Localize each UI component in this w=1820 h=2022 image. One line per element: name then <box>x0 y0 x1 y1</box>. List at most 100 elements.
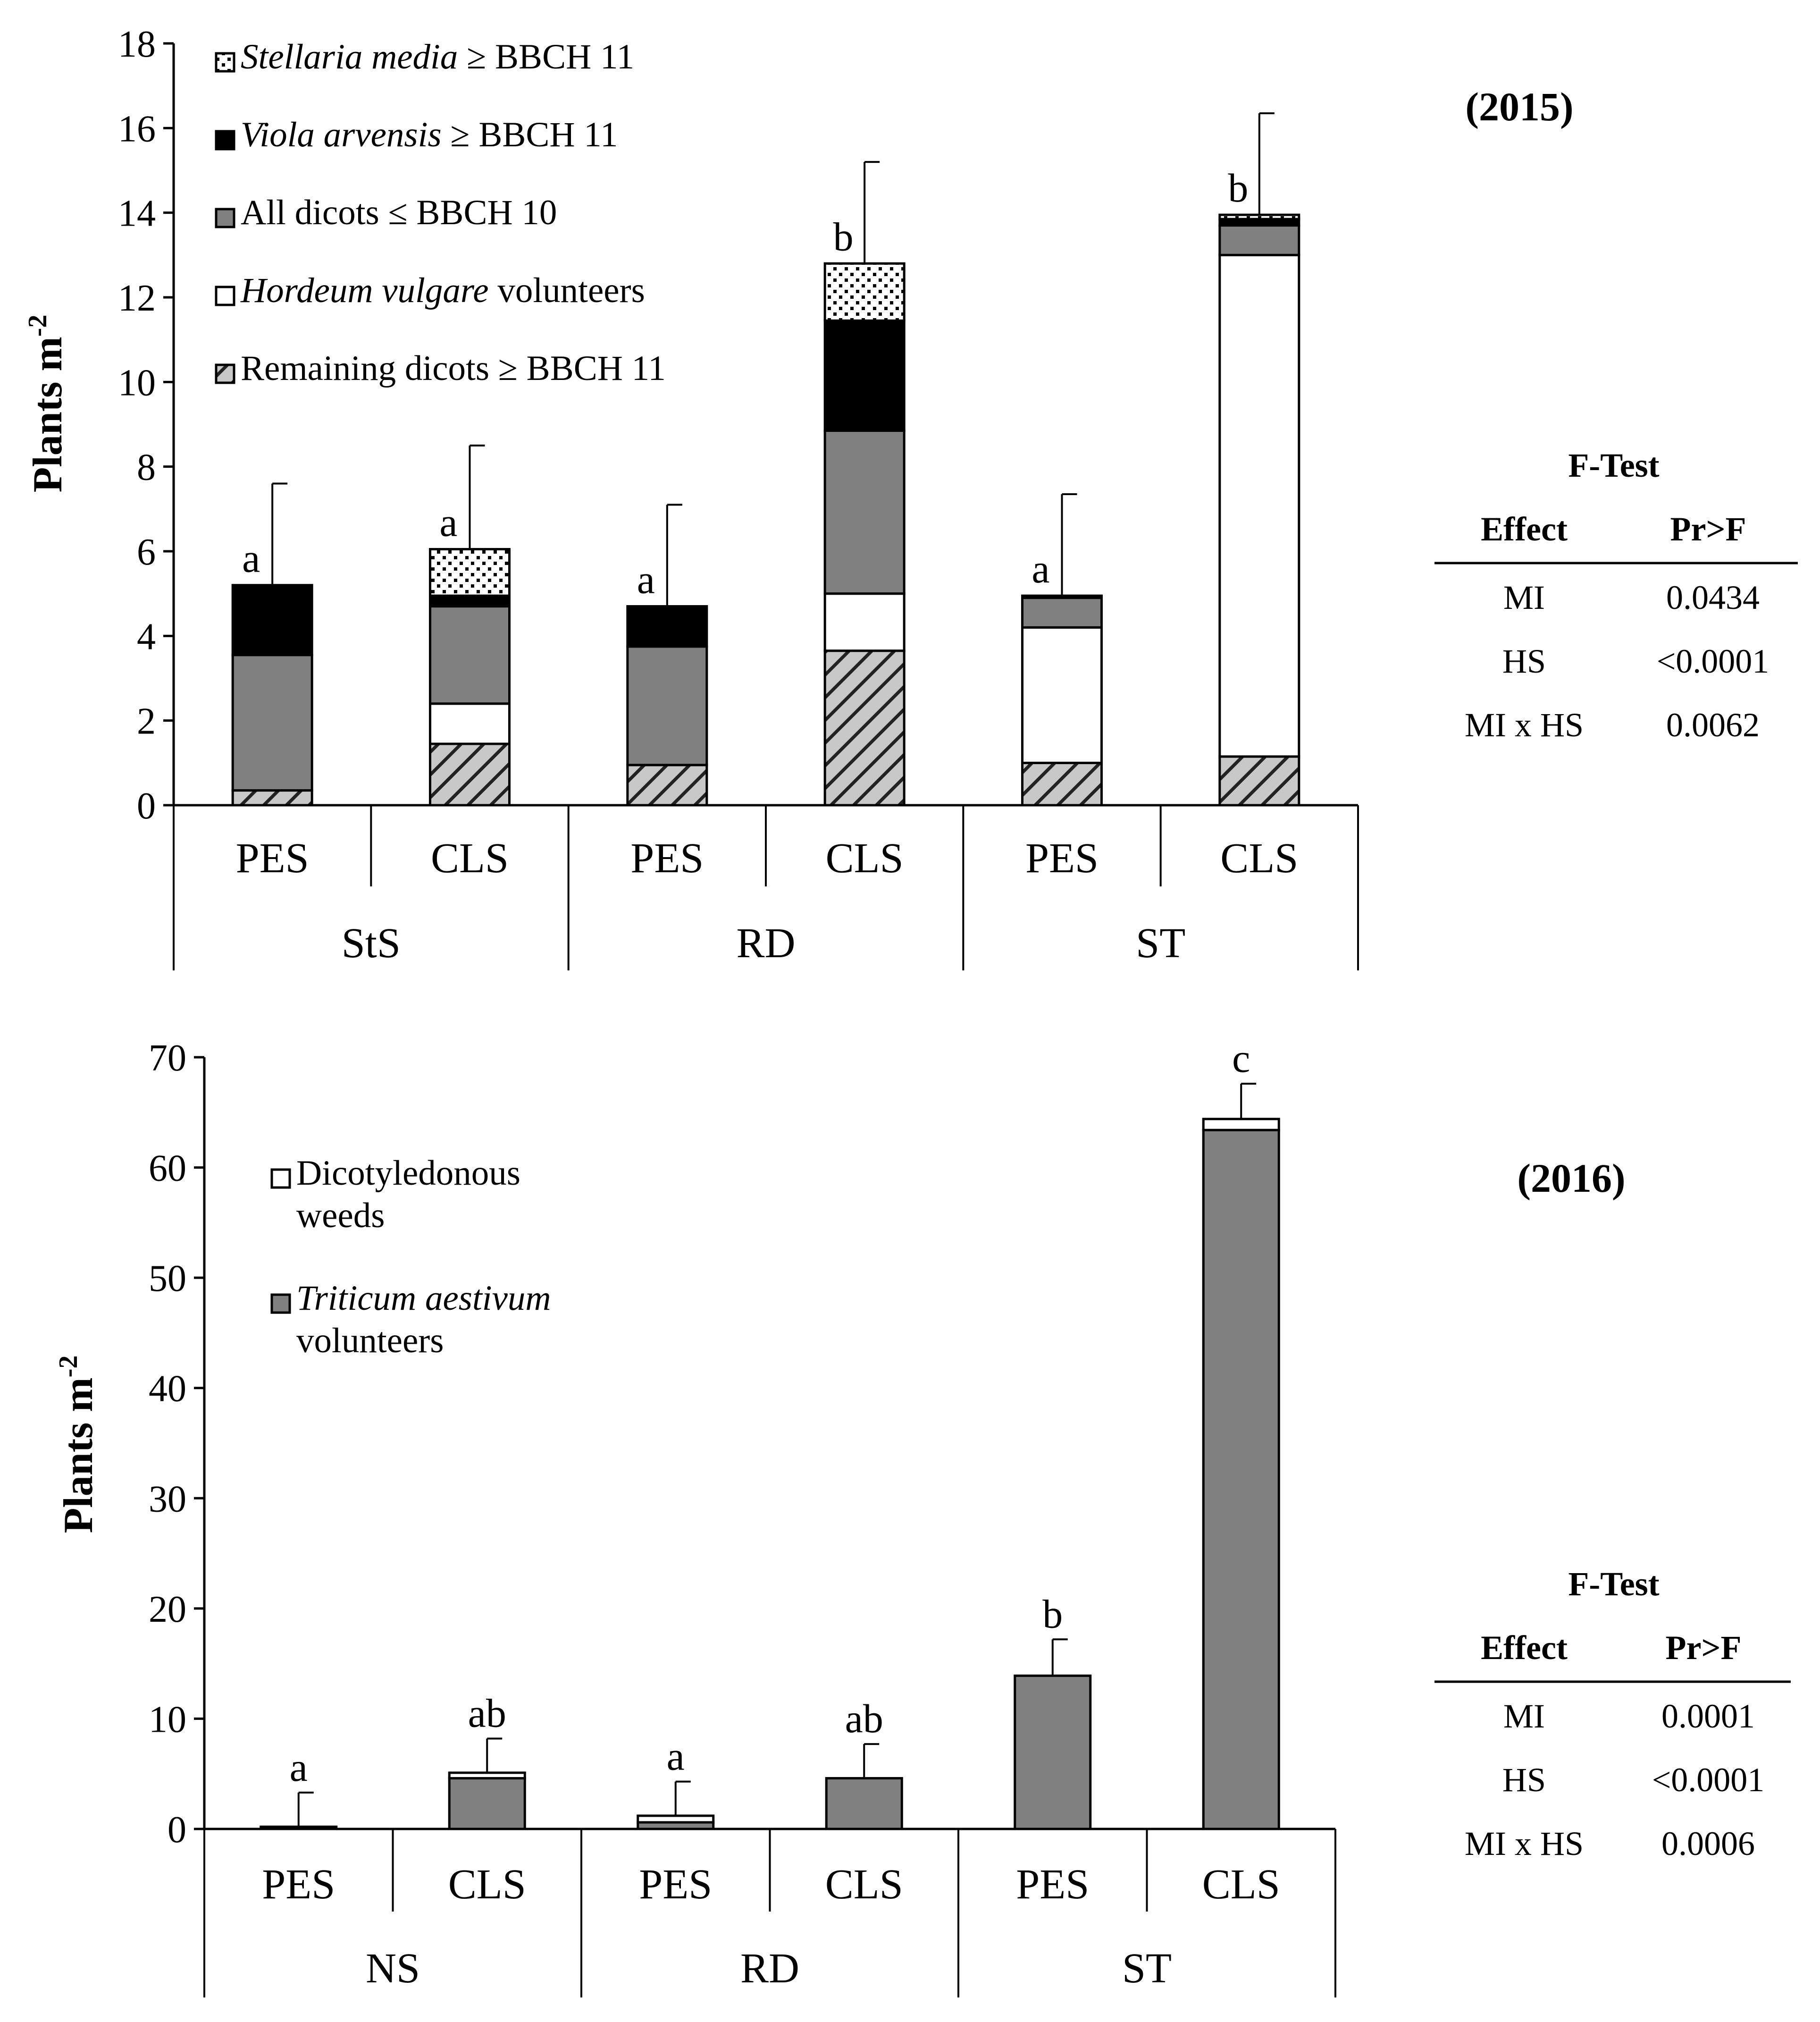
bar-segment-remaining <box>429 742 511 807</box>
legend-entry-triticum: Triticum aestivum <box>296 1279 551 1318</box>
x-category-label: CLS <box>431 835 509 882</box>
bar-segment-dicotyl <box>637 1814 715 1824</box>
legend-entry-triticum-line2: volunteers <box>296 1321 444 1360</box>
x-group-label: RD <box>740 1945 799 1992</box>
y-tick-label: 50 <box>149 1258 186 1299</box>
bar-segment-hordeum <box>823 592 906 652</box>
ftest-row-effect: MI x HS <box>1465 706 1584 744</box>
y-tick-label: 6 <box>137 531 156 573</box>
legend-swatch-stellaria <box>215 52 235 73</box>
ftest-row-pr: 0.0001 <box>1661 1697 1755 1735</box>
y-tick-label: 0 <box>137 785 156 827</box>
y-tick-label: 0 <box>168 1809 186 1851</box>
ftest-header-pr: Pr>F <box>1666 1629 1742 1667</box>
ftest-title: F-Test <box>1568 447 1659 484</box>
bar-segment-remaining <box>1218 755 1300 807</box>
x-group-label: ST <box>1136 920 1185 967</box>
y-tick-label: 2 <box>137 701 156 742</box>
bar-segment-remaining <box>231 789 313 807</box>
ftest-row-pr: <0.0001 <box>1652 1761 1765 1799</box>
significance-letter: b <box>1042 1591 1063 1636</box>
x-category-label: CLS <box>826 835 904 882</box>
y-tick-label: 20 <box>149 1589 186 1630</box>
x-category-label: CLS <box>825 1861 903 1908</box>
legend-entry-dicotyl-line2: weeds <box>296 1196 385 1235</box>
bar-segment-viola <box>231 584 313 657</box>
bar-segment-viola <box>1021 594 1103 599</box>
y-tick-label: 10 <box>118 362 156 404</box>
y-tick-label: 60 <box>149 1148 186 1189</box>
bar-segment-stellaria <box>1218 213 1300 220</box>
ftest-row-pr: 0.0434 <box>1666 579 1760 616</box>
chart-2015: 0 2 4 6 8 10 12 14 16 18 PES CLS PES CLS PES CLS StS RD ST… <box>23 24 1798 970</box>
significance-letter: a <box>1032 546 1049 591</box>
bar-segment-stellaria <box>429 548 511 597</box>
ftest-row-effect: HS <box>1502 1761 1546 1799</box>
bar-segment-stellaria <box>823 262 906 322</box>
bar-segment-triticum <box>1014 1674 1092 1830</box>
x-category-label: CLS <box>1220 835 1298 882</box>
bar-segment-remaining <box>823 649 906 807</box>
x-category-label: PES <box>262 1861 335 1908</box>
significance-letter: ab <box>845 1696 883 1741</box>
y-tick-label: 8 <box>137 447 156 489</box>
bar-segment-dicotyl <box>448 1771 526 1780</box>
bar-segment-triticum <box>1202 1129 1280 1830</box>
ftest-table-2016: F-Test Effect Pr>F MI 0.0001 HS <0.0001 … <box>1434 1565 1791 1862</box>
ftest-row-pr: <0.0001 <box>1657 642 1770 680</box>
legend-entry-remaining: Remaining dicots ≥ BBCH 11 <box>241 349 666 388</box>
y-tick-label: 30 <box>149 1478 186 1520</box>
bar-segment-dicotyl <box>260 1825 338 1830</box>
legend-entry-dicots: All dicots ≤ BBCH 10 <box>241 193 557 232</box>
legend-swatch-dicotyl <box>270 1168 291 1189</box>
significance-letter: a <box>667 1734 685 1779</box>
bar-segment-dicots <box>626 645 708 767</box>
legend-entry-hordeum: Hordeum vulgare volunteers <box>240 271 645 310</box>
bar-segment-viola <box>823 319 906 432</box>
bar-segment-hordeum <box>1021 626 1103 764</box>
ftest-row-effect: HS <box>1502 642 1546 680</box>
bar-segment-hordeum <box>1218 253 1300 758</box>
bar-segment-remaining <box>1021 761 1103 807</box>
significance-letter: a <box>242 536 260 581</box>
year-label-2016: (2016) <box>1517 1155 1625 1201</box>
legend-swatch-dicots <box>215 208 235 228</box>
bar-segment-viola <box>429 594 511 608</box>
x-category-label: PES <box>630 835 704 882</box>
bar-segment-triticum <box>448 1777 526 1830</box>
significance-letter: c <box>1232 1036 1250 1081</box>
x-group-label: RD <box>736 920 795 967</box>
legend-entry-dicotyl: Dicotyledonous <box>296 1154 520 1193</box>
ftest-table-2015: F-Test Effect Pr>F MI 0.0434 HS <0.0001 … <box>1434 447 1798 744</box>
y-tick-label: 70 <box>149 1037 186 1079</box>
ftest-row-pr: 0.0062 <box>1666 706 1760 744</box>
bar-segment-dicots <box>823 429 906 595</box>
significance-letter: b <box>833 214 854 259</box>
ftest-row-pr: 0.0006 <box>1661 1825 1755 1862</box>
legend-swatch-remaining <box>215 363 235 384</box>
y-tick-label: 18 <box>118 24 156 65</box>
x-category-label: PES <box>1016 1861 1089 1908</box>
bar-segment-dicotyl <box>1202 1118 1280 1131</box>
bar-segment-dicots <box>429 605 511 705</box>
legend-entry-stellaria: Stellaria media ≥ BBCH 11 <box>241 37 634 76</box>
significance-letter: a <box>439 500 457 545</box>
significance-letter: a <box>637 557 655 602</box>
bar-segment-dicots <box>1021 597 1103 629</box>
significance-letter: b <box>1228 165 1248 211</box>
x-group-label: StS <box>342 920 401 967</box>
legend-entry-viola: Viola arvensis ≥ BBCH 11 <box>241 115 618 154</box>
bar-segment-dicots <box>231 654 313 792</box>
x-category-label: PES <box>236 835 309 882</box>
ftest-row-effect: MI <box>1503 1697 1545 1735</box>
significance-letter: ab <box>468 1690 506 1736</box>
x-category-label: CLS <box>448 1861 526 1908</box>
bar-segment-remaining <box>626 764 708 807</box>
bar-segment-viola <box>626 605 708 648</box>
y-tick-label: 12 <box>118 278 156 319</box>
legend-swatch-triticum <box>270 1293 291 1314</box>
year-label-2015: (2015) <box>1465 84 1573 129</box>
y-axis-label-2015: Plants m-2 <box>23 315 71 493</box>
